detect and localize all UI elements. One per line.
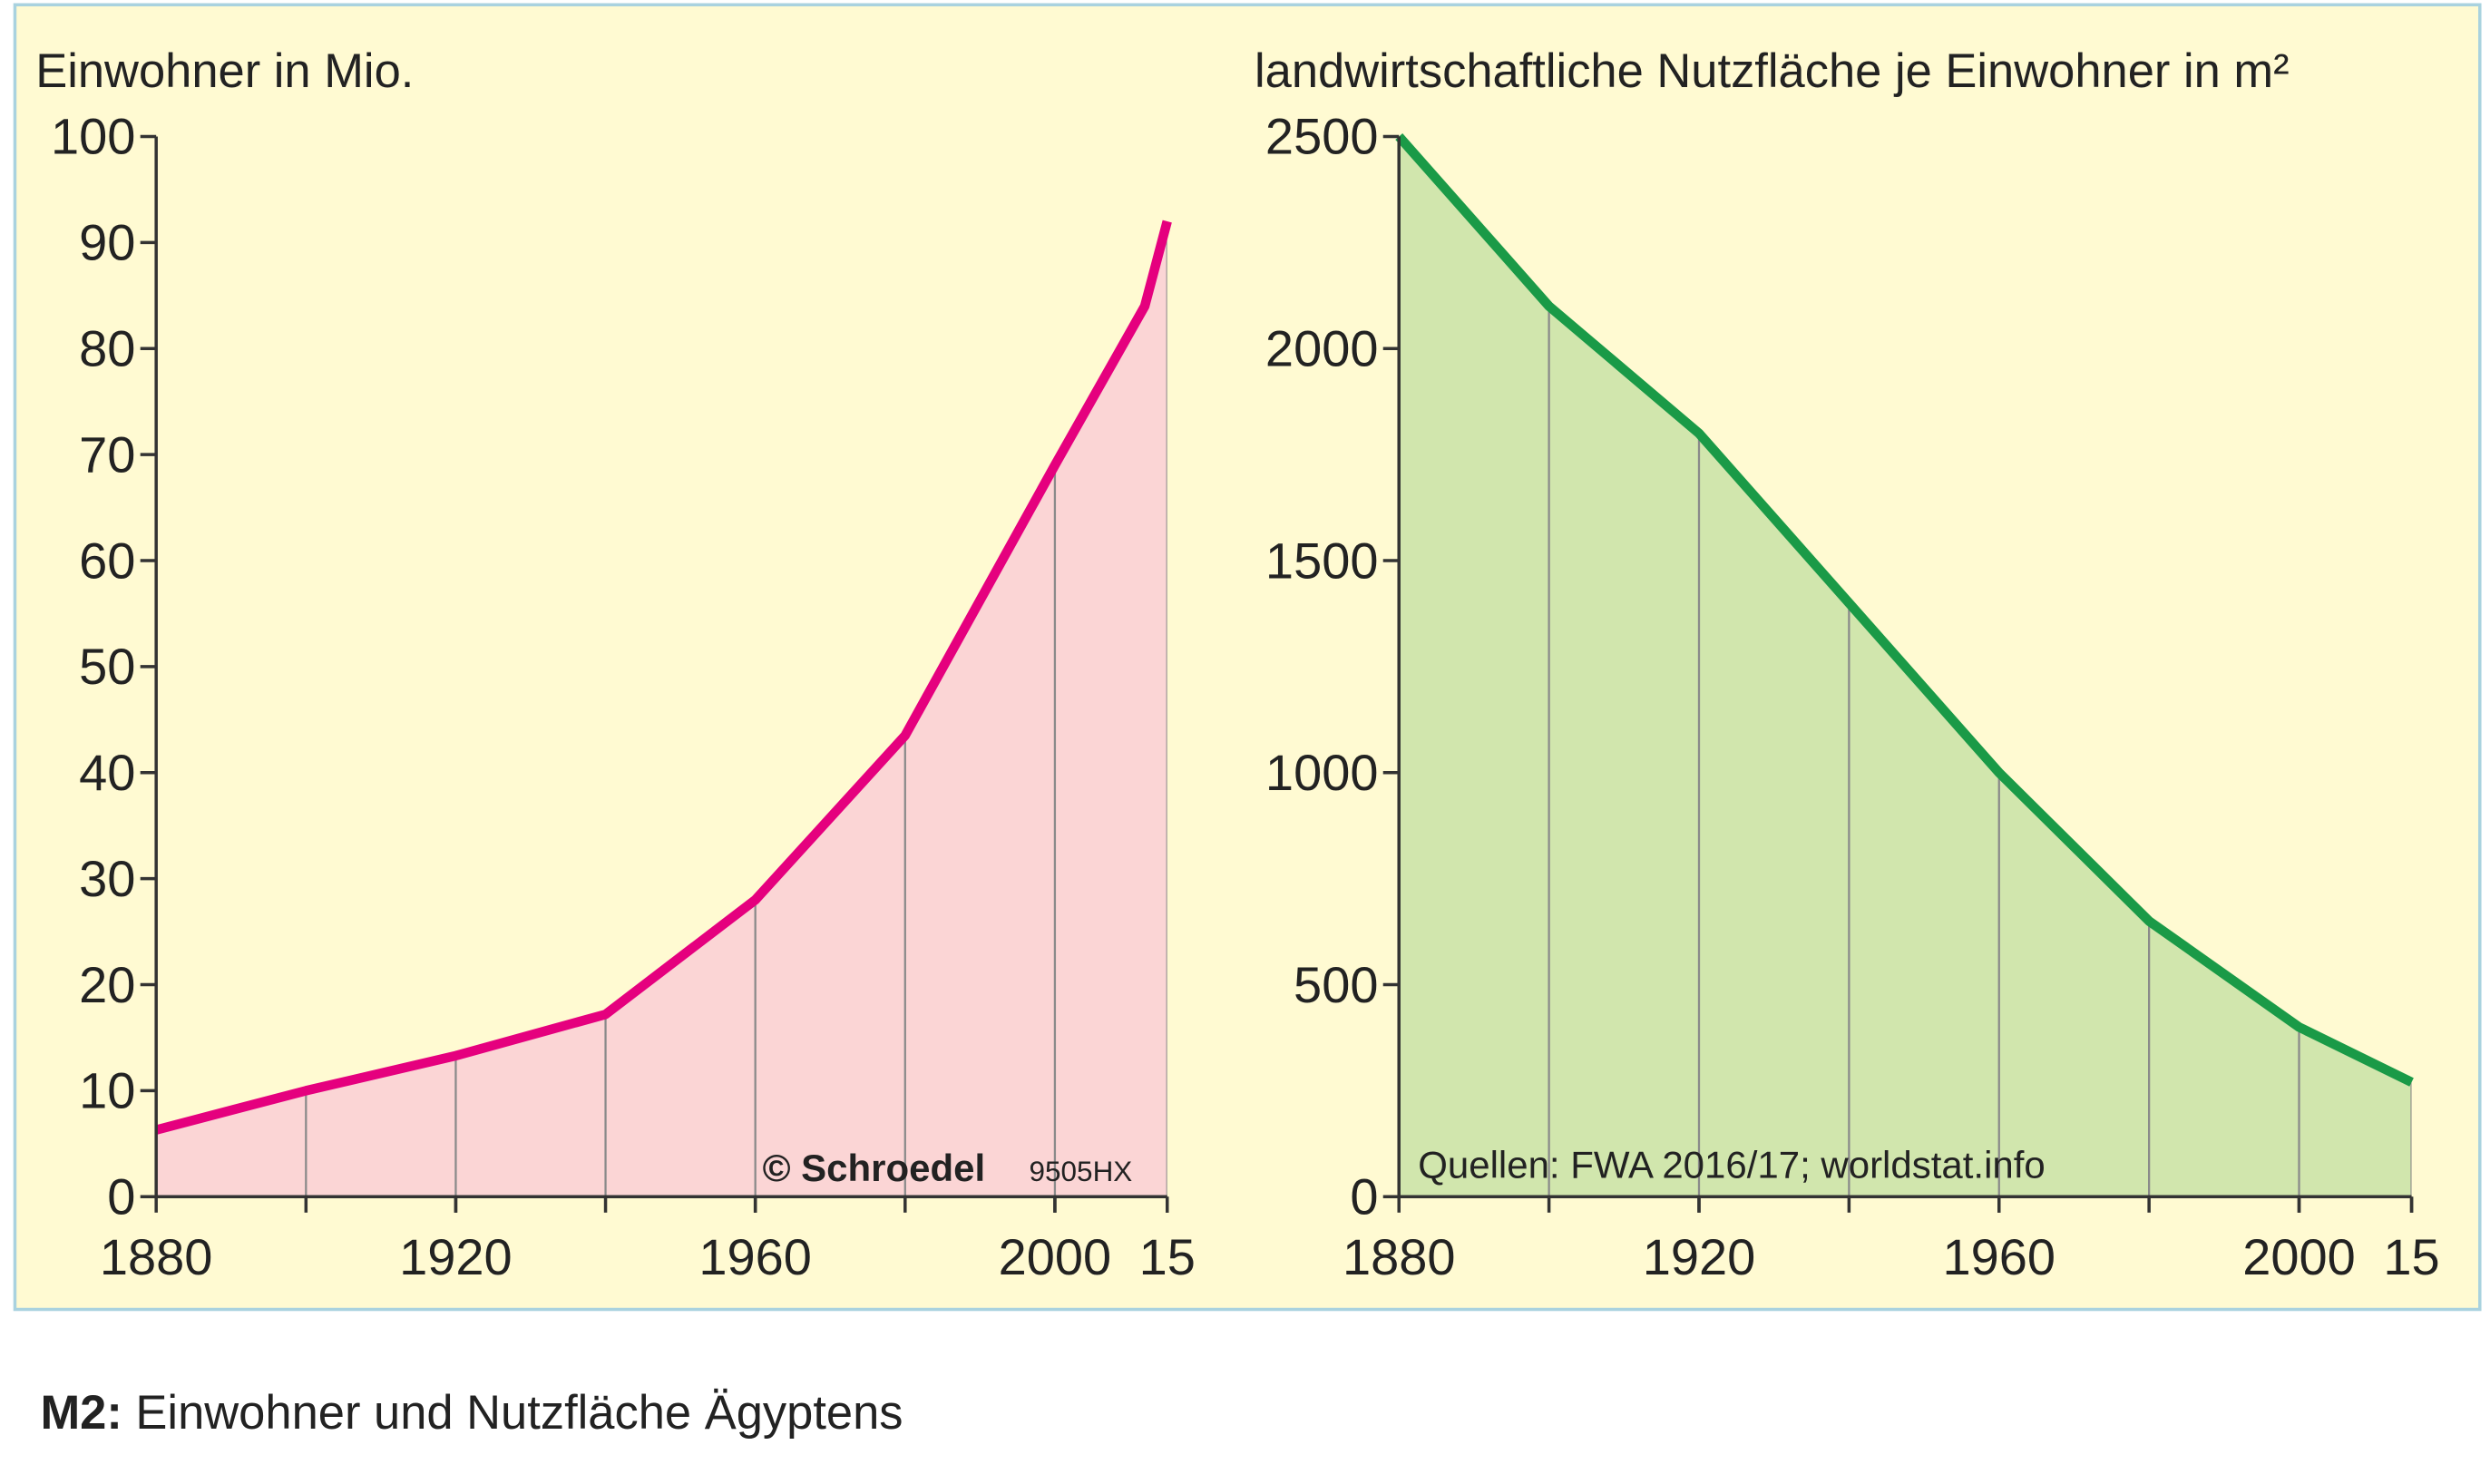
- x-tick-label: 1880: [1343, 1228, 1456, 1285]
- x-tick-label: 2000: [2242, 1228, 2356, 1285]
- x-tick-label: 2000: [999, 1228, 1112, 1285]
- chart-title: landwirtschaftliche Nutzfläche je Einwoh…: [1255, 44, 2290, 98]
- x-tick-label: 1920: [399, 1228, 513, 1285]
- x-tick-label: 1880: [100, 1228, 213, 1285]
- line: [154, 220, 1172, 1135]
- y-tick-label: 0: [1350, 1168, 1378, 1225]
- caption-text: Einwohner und Nutzfläche Ägyptens: [135, 1386, 903, 1440]
- y-tick-label: 20: [79, 956, 135, 1013]
- y-tick-label: 90: [79, 214, 135, 271]
- x-tick-label: 1960: [698, 1228, 812, 1285]
- y-tick-label: 1000: [1265, 744, 1379, 801]
- x-tick-label: 1920: [1643, 1228, 1756, 1285]
- annotation: Quellen: FWA 2016/17; worldstat.info: [1418, 1143, 2046, 1186]
- y-tick-label: 2000: [1265, 319, 1379, 376]
- y-tick-label: 40: [79, 744, 135, 801]
- annotation: 9505HX: [1030, 1155, 1133, 1187]
- caption-label: M2:: [40, 1386, 122, 1440]
- line: [1395, 132, 2414, 1087]
- y-tick-label: 2500: [1265, 108, 1379, 165]
- x-tick-label: 15: [1139, 1228, 1196, 1285]
- x-tick-label: 1960: [1942, 1228, 2055, 1285]
- area: [156, 220, 1167, 1197]
- y-tick-label: 10: [79, 1062, 135, 1119]
- y-tick-label: 50: [79, 638, 135, 695]
- x-tick-label: 15: [2383, 1228, 2439, 1285]
- y-tick-label: 80: [79, 319, 135, 376]
- y-tick-label: 500: [1294, 956, 1378, 1013]
- y-tick-label: 0: [107, 1168, 135, 1225]
- chart-title: Einwohner in Mio.: [35, 44, 414, 98]
- y-tick-label: 70: [79, 425, 135, 483]
- y-tick-label: 30: [79, 850, 135, 907]
- annotation: © Schroedel: [763, 1147, 986, 1189]
- caption: M2: Einwohner und Nutzfläche Ägyptens: [40, 1386, 903, 1440]
- y-tick-label: 100: [51, 108, 135, 165]
- y-tick-label: 60: [79, 532, 135, 589]
- y-tick-label: 1500: [1265, 532, 1379, 589]
